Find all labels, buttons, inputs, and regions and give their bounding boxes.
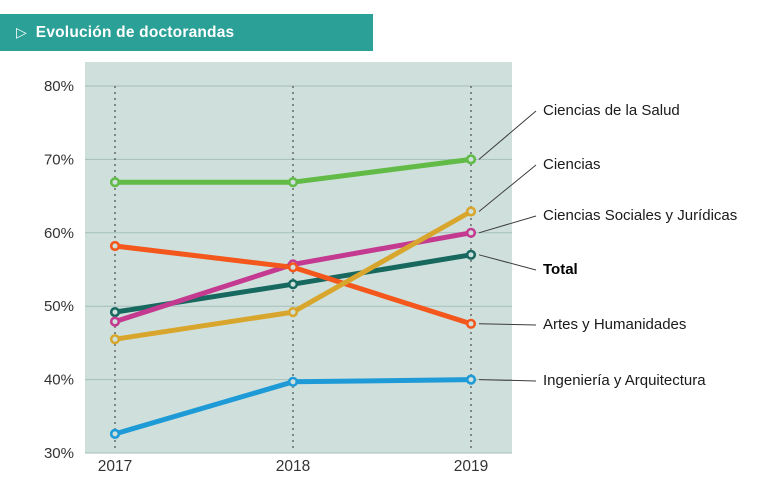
data-point-marker-sociales-juridicas: [109, 316, 121, 327]
data-point-marker-ingenieria-arquitectura: [109, 428, 121, 440]
data-point-marker-artes-humanidades: [109, 240, 121, 252]
data-point-marker-sociales-juridicas: [465, 227, 477, 238]
series-label-ciencias: Ciencias: [543, 156, 601, 173]
play-triangle-icon: ▷: [16, 23, 27, 40]
series-label-sociales-juridicas: Ciencias Sociales y Jurídicas: [543, 207, 738, 224]
y-axis-tick-label: 50%: [44, 298, 74, 315]
series-label-ingenieria-arquitectura: Ingeniería y Arquitectura: [543, 372, 706, 389]
chart-header: ▷ Evolución de doctorandas: [0, 14, 373, 51]
y-axis-tick-label: 80%: [44, 78, 74, 95]
x-axis-tick-label: 2019: [454, 458, 488, 475]
data-point-marker-ciencias: [109, 334, 121, 345]
leader-line-artes-humanidades: [478, 323, 537, 326]
data-point-marker-ciencias-salud: [287, 177, 299, 188]
data-point-marker-total: [287, 279, 299, 290]
series-label-artes-humanidades: Artes y Humanidades: [543, 316, 687, 333]
chart-title: Evolución de doctorandas: [35, 23, 235, 41]
data-point-marker-ciencias-salud: [109, 177, 121, 188]
x-axis-tick-label: 2017: [98, 458, 132, 475]
series-label-total: Total: [543, 261, 578, 278]
x-axis-tick-label: 2018: [276, 458, 310, 475]
leader-line-ciencias-salud: [478, 110, 537, 160]
data-point-marker-ingenieria-arquitectura: [465, 374, 477, 385]
leader-line-ingenieria-arquitectura: [478, 379, 537, 382]
y-axis-tick-label: 40%: [44, 372, 74, 389]
y-axis-tick-label: 60%: [44, 225, 74, 242]
data-point-marker-total: [109, 307, 121, 318]
series-label-ciencias-salud: Ciencias de la Salud: [543, 102, 680, 119]
leader-line-total: [478, 254, 537, 271]
data-point-marker-ciencias: [465, 206, 477, 217]
y-axis-tick-label: 70%: [44, 151, 74, 168]
data-point-marker-ingenieria-arquitectura: [287, 376, 299, 387]
data-point-marker-ciencias-salud: [465, 154, 477, 165]
data-point-marker-artes-humanidades: [287, 262, 299, 273]
data-point-marker-artes-humanidades: [465, 318, 477, 329]
data-point-marker-total: [465, 249, 477, 260]
leader-line-ciencias: [478, 164, 537, 212]
leader-line-sociales-juridicas: [478, 215, 537, 234]
data-point-marker-ciencias: [287, 307, 299, 318]
y-axis-tick-label: 30%: [44, 445, 74, 462]
